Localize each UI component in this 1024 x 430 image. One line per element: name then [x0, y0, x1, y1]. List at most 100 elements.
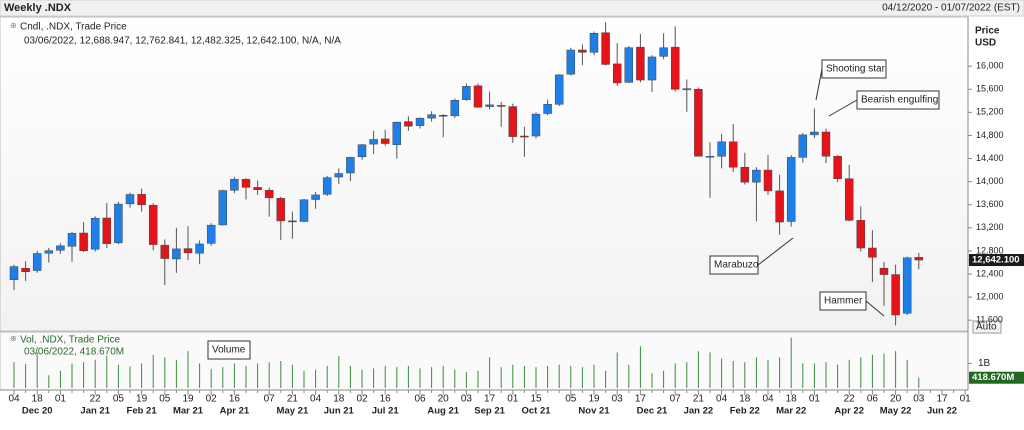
candle-body: [241, 179, 251, 188]
month-label: Feb 21: [127, 406, 158, 417]
month-label: May 22: [880, 406, 912, 417]
y-tick-label: 15,600: [976, 84, 1004, 94]
candle-body: [578, 49, 587, 53]
candle-body: [752, 169, 761, 183]
candle-body: [218, 190, 228, 226]
month-label: Jul 21: [372, 406, 400, 417]
candle-body: [172, 248, 181, 260]
month-label: Mar 21: [173, 406, 204, 417]
annotation-label: Shooting star: [826, 64, 886, 75]
x-tick-label: 01: [809, 394, 821, 405]
candle-body: [589, 33, 599, 53]
candle-body: [404, 121, 413, 127]
x-tick-label: 21: [287, 394, 299, 405]
x-tick-label: 18: [32, 394, 44, 405]
y-tick-label: 15,200: [976, 107, 1004, 117]
candle-body: [856, 220, 866, 249]
legend-title: Cndl, .NDX, Trade Price: [20, 22, 127, 33]
x-tick-label: 22: [844, 394, 856, 405]
title-bar: [0, 0, 1024, 17]
candle-body: [392, 121, 402, 145]
annotation-pointer: [865, 300, 885, 317]
x-tick-label: 03: [461, 394, 473, 405]
month-label: Nov 21: [578, 406, 610, 417]
candle-body: [612, 63, 622, 84]
annotation-label: Bearish engulfing: [861, 95, 938, 106]
y-tick-label: 12,400: [976, 268, 1004, 278]
candle-body: [9, 266, 19, 281]
x-tick-label: 19: [136, 394, 148, 405]
y-axis-unit: USD: [975, 38, 996, 49]
candle-body: [415, 117, 425, 126]
candle-body: [520, 135, 529, 138]
candle-body: [137, 194, 146, 205]
candle-body: [44, 250, 54, 254]
y-tick-label: 14,000: [976, 176, 1004, 186]
candle-body: [56, 245, 65, 251]
auto-button[interactable]: [972, 320, 1002, 334]
volume-tick-label: 1B: [978, 358, 991, 369]
candle-body: [496, 105, 506, 107]
x-tick-label: 18: [333, 394, 345, 405]
volume-legend-values: 03/06/2022, 418.670M: [24, 347, 124, 358]
volume-panel: [0, 331, 969, 391]
price-panel: [0, 16, 969, 332]
candle-body: [601, 32, 610, 65]
x-tick-label: 03: [612, 394, 624, 405]
candle-body: [148, 205, 158, 245]
month-label: Aug 21: [427, 406, 459, 417]
x-tick-label: 05: [113, 394, 125, 405]
x-tick-label: 20: [438, 394, 450, 405]
x-tick-label: 04: [762, 394, 774, 405]
candle-body: [311, 194, 320, 200]
candle-body: [462, 86, 471, 100]
annotation-box: [821, 59, 887, 79]
x-tick-label: 05: [565, 394, 577, 405]
candle-body: [694, 89, 703, 157]
month-label: May 21: [277, 406, 309, 417]
candle-body: [21, 267, 30, 272]
x-tick-label: 07: [670, 394, 682, 405]
candle-body: [670, 46, 680, 90]
month-label: Sep 21: [474, 406, 505, 417]
legend-icon: ⊕: [10, 334, 17, 343]
annotation-label: Hammer: [824, 296, 863, 307]
candle-body: [844, 178, 854, 221]
month-label: Mar 22: [776, 406, 806, 417]
y-tick-label: 12,000: [976, 291, 1004, 301]
x-tick-label: 04: [310, 394, 322, 405]
x-tick-label: 01: [507, 394, 519, 405]
candle-body: [473, 85, 483, 108]
x-tick-label: 01: [55, 394, 67, 405]
candle-body: [183, 248, 193, 254]
candle-body: [125, 194, 135, 205]
candle-body: [334, 173, 344, 178]
candle-body: [230, 179, 239, 191]
x-tick-label: 02: [206, 394, 218, 405]
candle-body: [879, 267, 889, 275]
auto-button-label[interactable]: Auto: [976, 322, 997, 333]
month-label: Jun 21: [324, 406, 355, 417]
annotation-box: [819, 291, 867, 311]
candle-body: [554, 74, 564, 105]
candle-body: [299, 199, 309, 222]
annotation-box: [856, 90, 940, 110]
candle-body: [322, 177, 332, 195]
x-tick-label: 04: [8, 394, 20, 405]
x-tick-label: 20: [890, 394, 902, 405]
candle-body: [763, 169, 773, 192]
candle-body: [728, 141, 738, 168]
x-tick-label: 22: [90, 394, 102, 405]
candle-body: [821, 131, 831, 157]
x-tick-label: 07: [264, 394, 276, 405]
last-volume-tag: [969, 371, 1024, 384]
month-label: Apr 21: [220, 406, 250, 417]
x-tick-label: 18: [786, 394, 798, 405]
y-tick-label: 12,800: [976, 245, 1004, 255]
candle-body: [636, 46, 645, 81]
legend-icon: ⊕: [10, 21, 17, 30]
candle-body: [438, 115, 448, 117]
candle-body: [357, 144, 367, 158]
x-tick-label: 19: [588, 394, 600, 405]
